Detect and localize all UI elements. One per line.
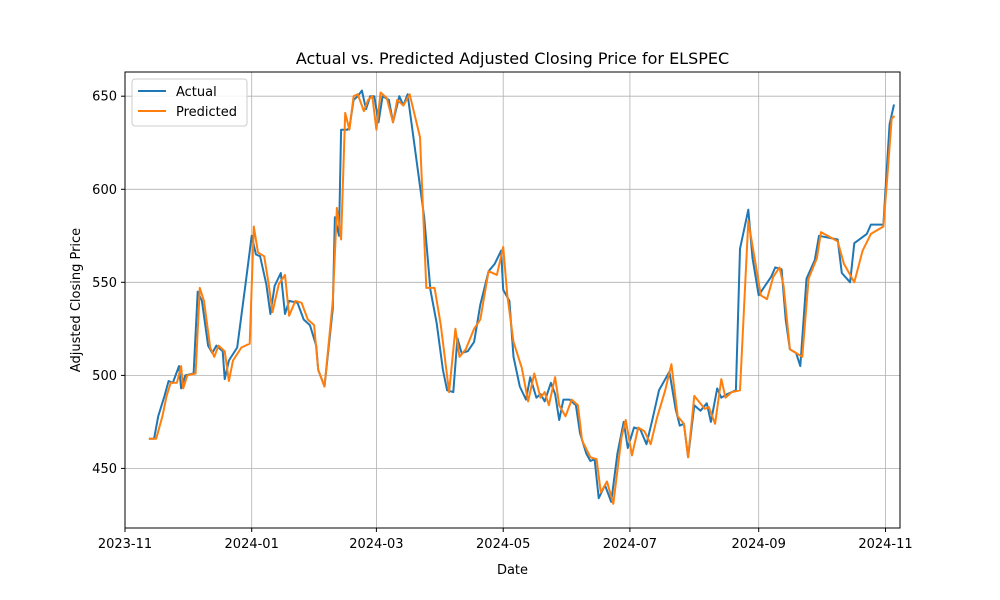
series-layer [148, 89, 896, 505]
x-axis-title: Date [497, 563, 528, 578]
x-tick-label: 2023-11 [98, 537, 152, 552]
y-tick-label: 550 [92, 276, 117, 291]
legend-label-actual: Actual [176, 85, 217, 100]
x-tick-label: 2024-01 [225, 537, 279, 552]
plot-frame [124, 71, 901, 529]
legend-label-predicted: Predicted [176, 105, 237, 120]
x-tick-label: 2024-07 [603, 537, 657, 552]
x-tick-label: 2024-11 [858, 537, 912, 552]
x-tick-label: 2024-09 [732, 537, 786, 552]
tick-layer: 2023-11 2024-01 2024-03 2024-05 2024-07 2024-… [92, 90, 912, 552]
y-tick-label: 650 [92, 90, 117, 105]
chart-title: Actual vs. Predicted Adjusted Closing Pr… [296, 49, 729, 68]
y-tick-label: 500 [92, 369, 117, 384]
y-tick-label: 450 [92, 462, 117, 477]
y-tick-label: 600 [92, 183, 117, 198]
series-line-predicted [148, 91, 896, 505]
y-axis-title: Adjusted Closing Price [69, 228, 84, 372]
x-tick-label: 2024-03 [349, 537, 403, 552]
legend: Actual Predicted [131, 78, 248, 127]
x-tick-label: 2024-05 [476, 537, 530, 552]
